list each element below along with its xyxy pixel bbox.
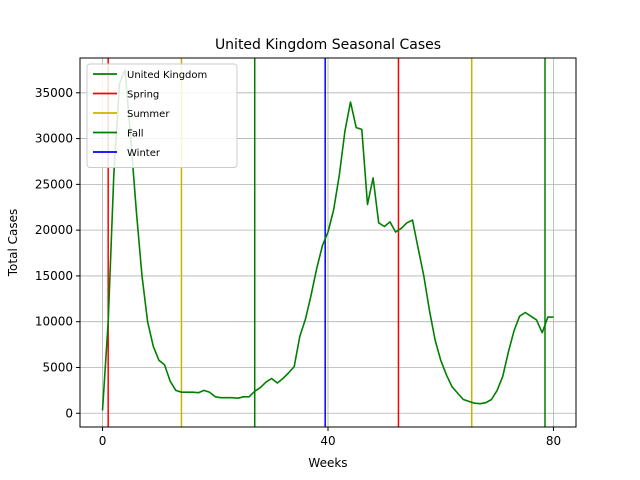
y-tick-label: 25000 xyxy=(35,177,73,191)
x-tick-label: 40 xyxy=(320,434,335,448)
y-tick-label: 5000 xyxy=(42,360,73,374)
legend-label: Summer xyxy=(127,109,170,120)
x-tick-label: 0 xyxy=(99,434,107,448)
y-tick-label: 30000 xyxy=(35,132,73,146)
x-tick-label: 80 xyxy=(546,434,561,448)
x-axis-ticks: 0 40 80 xyxy=(99,427,561,448)
y-axis-ticks: 0 5000 10000 15000 20000 25000 30000 35000 xyxy=(35,86,80,420)
y-tick-label: 35000 xyxy=(35,86,73,100)
legend-label: Spring xyxy=(127,90,159,101)
legend-label: Fall xyxy=(127,129,144,140)
legend-box xyxy=(86,63,238,168)
series-line-united-kingdom xyxy=(101,69,554,411)
y-tick-label: 15000 xyxy=(35,269,73,283)
legend-label: United Kingdom xyxy=(127,70,207,81)
y-axis-label: Total Cases xyxy=(6,209,20,277)
y-tick-label: 20000 xyxy=(35,223,73,237)
y-tick-label: 10000 xyxy=(35,315,73,329)
y-tick-label: 0 xyxy=(65,406,73,420)
legend-label: Winter xyxy=(127,148,161,159)
legend: United Kingdom Spring Summer Fall Winter xyxy=(86,63,238,168)
chart-title: United Kingdom Seasonal Cases xyxy=(215,37,441,53)
x-axis-label: Weeks xyxy=(308,456,347,470)
series-lines xyxy=(101,69,554,411)
